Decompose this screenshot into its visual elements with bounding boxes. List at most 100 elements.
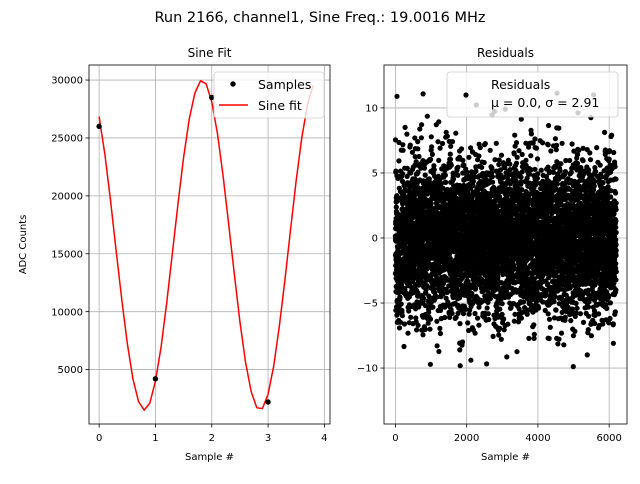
residual-point: [472, 311, 477, 316]
residual-point: [468, 358, 473, 363]
residual-point: [455, 165, 460, 170]
residual-point: [521, 299, 526, 304]
legend-fit-label: Sine fit: [258, 98, 302, 113]
residual-point: [429, 134, 434, 139]
residual-point: [486, 311, 491, 316]
residual-point: [489, 166, 494, 171]
residual-point: [553, 308, 558, 313]
axes-title: Sine Fit: [188, 46, 232, 60]
residual-point: [482, 160, 487, 165]
residual-point: [529, 131, 534, 136]
residual-point: [428, 317, 433, 322]
residual-point: [490, 174, 495, 179]
residual-point: [423, 327, 428, 332]
residual-point: [396, 158, 401, 163]
residual-point: [473, 331, 478, 336]
y-tick-label: 15000: [51, 249, 83, 260]
sample-point: [265, 399, 270, 404]
residual-point: [547, 336, 552, 341]
residual-point: [532, 332, 537, 337]
residual-point: [531, 322, 536, 327]
figure-suptitle: Run 2166, channel1, Sine Freq.: 19.0016 …: [154, 10, 485, 26]
residual-point: [546, 123, 551, 128]
residual-point: [429, 144, 434, 149]
residual-point: [486, 317, 491, 322]
residual-point: [534, 146, 539, 151]
plot-area: [96, 81, 313, 410]
residual-point: [497, 307, 502, 312]
residual-point: [457, 321, 462, 326]
residual-point: [483, 141, 488, 146]
residual-point: [427, 327, 432, 332]
residual-point: [437, 326, 442, 331]
x-tick-label: 0: [96, 433, 102, 444]
residual-point: [499, 337, 504, 342]
residual-point: [455, 173, 460, 178]
plot-area: [393, 91, 619, 370]
legend-samples-label: Samples: [258, 77, 311, 92]
residual-point: [449, 163, 454, 168]
residual-point: [415, 146, 420, 151]
residual-point: [397, 325, 402, 330]
residual-point: [484, 361, 489, 366]
residual-point: [523, 158, 528, 163]
residual-point: [555, 181, 560, 186]
residual-point: [434, 319, 439, 324]
residual-point: [408, 315, 413, 320]
y-tick-label: 5000: [58, 365, 83, 376]
y-tick-label: 10000: [51, 307, 83, 318]
residual-point: [457, 347, 462, 352]
residual-point: [425, 114, 430, 119]
residual-point: [451, 177, 456, 182]
residual-point: [500, 301, 505, 306]
residual-point: [399, 301, 404, 306]
residual-point: [421, 296, 426, 301]
residual-point: [505, 322, 510, 327]
residual-point: [440, 141, 445, 146]
residual-point: [419, 122, 424, 127]
residual-point: [473, 168, 478, 173]
residual-point: [561, 342, 566, 347]
y-axis-label: ADC Counts: [18, 215, 29, 275]
residual-point: [555, 341, 560, 346]
residual-point: [400, 142, 405, 147]
residual-point: [400, 313, 405, 318]
residual-point: [499, 153, 504, 158]
residual-point: [568, 318, 573, 323]
sample-point: [96, 124, 101, 129]
residual-point: [448, 152, 453, 157]
residual-point: [488, 148, 493, 153]
residual-point: [501, 317, 506, 322]
residual-point: [404, 132, 409, 137]
residual-point: [547, 317, 552, 322]
residual-point: [419, 135, 424, 140]
residual-point: [403, 125, 408, 130]
residual-point: [401, 148, 406, 153]
axes-frame: [89, 65, 330, 424]
residual-point: [428, 157, 433, 162]
residual-point: [535, 176, 540, 181]
residual-point: [453, 131, 458, 136]
residual-point: [514, 140, 519, 145]
residual-point: [415, 139, 420, 144]
residual-point: [496, 162, 501, 167]
residual-point: [546, 311, 551, 316]
residual-point: [422, 166, 427, 171]
residual-point: [445, 134, 450, 139]
residual-point: [465, 320, 470, 325]
residual-point: [408, 143, 413, 148]
residual-point: [554, 143, 559, 148]
residual-point: [548, 148, 553, 153]
residual-point: [532, 136, 537, 141]
grid: [89, 65, 330, 424]
residual-point: [458, 363, 463, 368]
residual-point: [394, 199, 399, 204]
residual-point: [466, 155, 471, 160]
residual-point: [473, 285, 478, 290]
residual-point: [450, 139, 455, 144]
y-tick-label: 20000: [51, 191, 83, 202]
residual-point: [539, 168, 544, 173]
residual-point: [563, 315, 568, 320]
